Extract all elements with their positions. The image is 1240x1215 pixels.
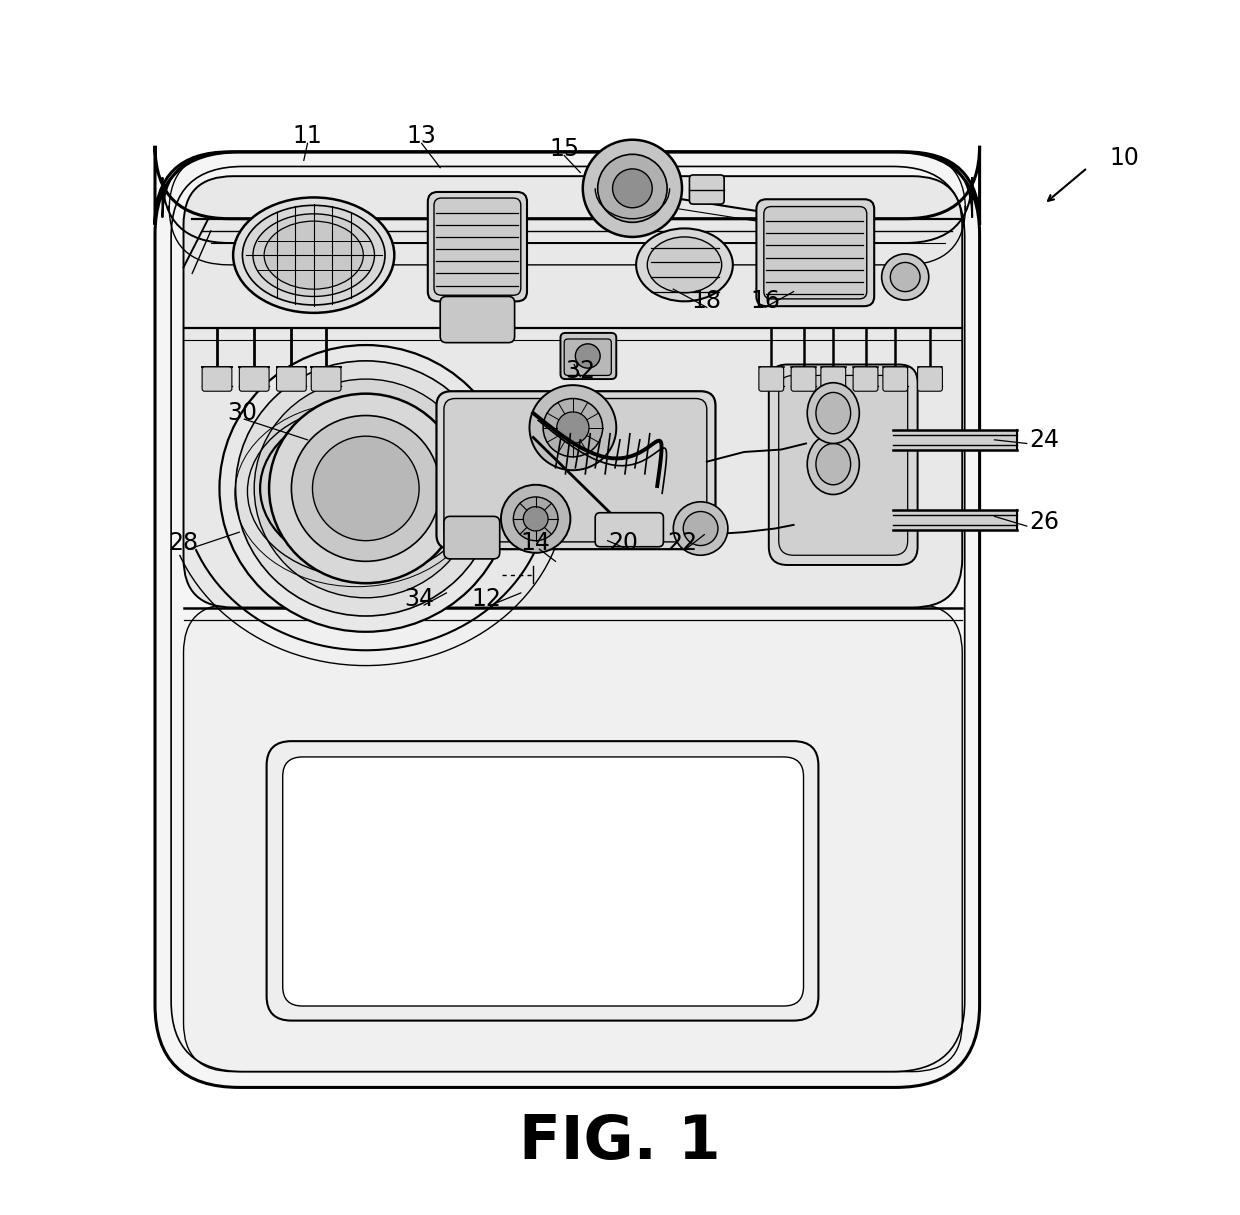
FancyBboxPatch shape	[779, 375, 908, 555]
Text: 26: 26	[1029, 510, 1059, 535]
Circle shape	[254, 379, 477, 598]
FancyBboxPatch shape	[155, 152, 980, 1087]
FancyBboxPatch shape	[311, 367, 341, 391]
Circle shape	[575, 344, 600, 368]
FancyBboxPatch shape	[756, 199, 874, 306]
FancyBboxPatch shape	[883, 367, 908, 391]
Circle shape	[523, 507, 548, 531]
Ellipse shape	[253, 214, 374, 296]
FancyBboxPatch shape	[428, 192, 527, 301]
Ellipse shape	[233, 197, 394, 312]
Circle shape	[583, 140, 682, 237]
Circle shape	[683, 512, 718, 546]
FancyBboxPatch shape	[564, 339, 611, 375]
FancyBboxPatch shape	[239, 367, 269, 391]
FancyBboxPatch shape	[560, 333, 616, 379]
Circle shape	[236, 361, 496, 616]
FancyBboxPatch shape	[444, 399, 707, 542]
FancyBboxPatch shape	[202, 367, 232, 391]
Text: 30: 30	[227, 401, 257, 425]
Text: 13: 13	[407, 124, 436, 148]
FancyBboxPatch shape	[759, 367, 784, 391]
Text: 14: 14	[521, 531, 551, 555]
Text: 12: 12	[471, 587, 501, 611]
FancyBboxPatch shape	[436, 391, 715, 549]
FancyBboxPatch shape	[283, 757, 804, 1006]
FancyBboxPatch shape	[821, 367, 846, 391]
Text: 22: 22	[667, 531, 697, 555]
FancyBboxPatch shape	[444, 516, 500, 559]
Text: 32: 32	[565, 358, 595, 383]
FancyBboxPatch shape	[595, 513, 663, 547]
Text: 18: 18	[692, 289, 722, 313]
Ellipse shape	[636, 228, 733, 301]
FancyBboxPatch shape	[791, 367, 816, 391]
Circle shape	[513, 497, 558, 541]
FancyBboxPatch shape	[764, 207, 867, 299]
FancyBboxPatch shape	[853, 367, 878, 391]
Circle shape	[613, 169, 652, 208]
FancyBboxPatch shape	[918, 367, 942, 391]
Circle shape	[529, 385, 616, 470]
Ellipse shape	[807, 434, 859, 495]
Circle shape	[312, 436, 419, 541]
Text: 24: 24	[1029, 428, 1059, 452]
FancyBboxPatch shape	[440, 296, 515, 343]
FancyBboxPatch shape	[434, 198, 521, 295]
FancyBboxPatch shape	[689, 175, 724, 204]
Text: 34: 34	[404, 587, 434, 611]
Circle shape	[269, 394, 463, 583]
Text: 20: 20	[609, 531, 639, 555]
Text: 16: 16	[750, 289, 780, 313]
Circle shape	[557, 412, 589, 443]
Circle shape	[598, 154, 667, 222]
Ellipse shape	[816, 392, 851, 434]
Ellipse shape	[882, 254, 929, 300]
Circle shape	[291, 416, 440, 561]
FancyBboxPatch shape	[277, 367, 306, 391]
FancyBboxPatch shape	[267, 741, 818, 1021]
Ellipse shape	[816, 443, 851, 485]
FancyBboxPatch shape	[184, 176, 962, 608]
Circle shape	[673, 502, 728, 555]
FancyBboxPatch shape	[769, 364, 918, 565]
Text: 11: 11	[293, 124, 322, 148]
Ellipse shape	[264, 221, 363, 289]
Circle shape	[219, 345, 512, 632]
Ellipse shape	[807, 383, 859, 443]
FancyBboxPatch shape	[184, 604, 962, 1072]
Text: FIG. 1: FIG. 1	[520, 1113, 720, 1172]
Ellipse shape	[243, 205, 386, 305]
Text: 10: 10	[1110, 146, 1140, 170]
Text: 28: 28	[169, 531, 198, 555]
Circle shape	[501, 485, 570, 553]
Text: 15: 15	[549, 137, 579, 162]
Ellipse shape	[890, 262, 920, 292]
Circle shape	[543, 399, 603, 457]
Ellipse shape	[647, 237, 722, 293]
